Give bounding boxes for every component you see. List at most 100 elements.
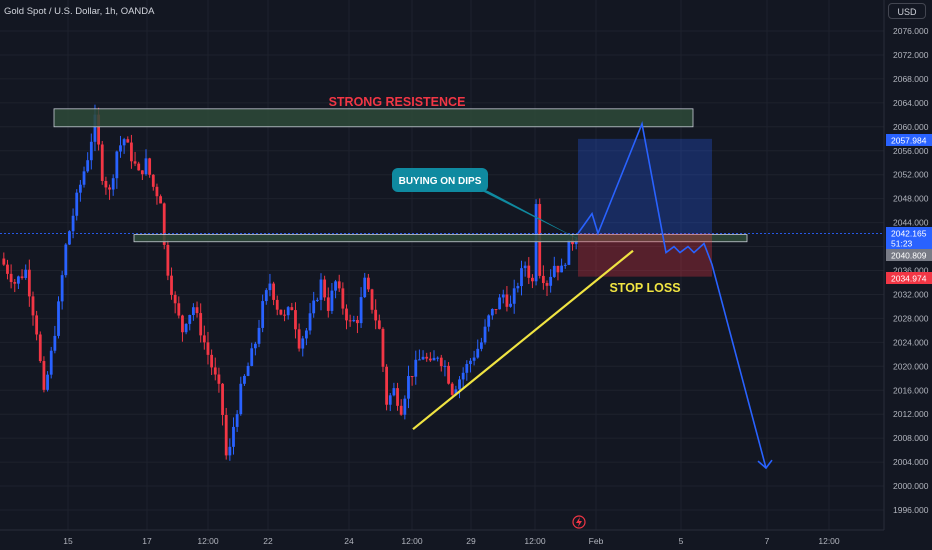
candle-body [403,398,407,415]
candle-body [385,366,389,405]
price-tick-label: 2020.000 [893,361,929,371]
candle-body [439,357,443,367]
candle-body [381,328,385,367]
time-tick-label: 29 [466,536,476,546]
price-tag-box [886,237,932,249]
candle-body [330,290,334,311]
candle-body [556,265,560,273]
candle-body [527,265,531,278]
candle-body [363,277,367,298]
candle-body [432,357,436,361]
candle-body [396,388,399,406]
candle-body [60,275,64,302]
candle-body [418,359,421,361]
candle-body [126,139,130,143]
time-tick-label: 12:00 [197,536,219,546]
candle-body [20,276,24,278]
price-tick-label: 2028.000 [893,313,929,323]
candle-body [46,374,49,390]
candle-body [151,174,155,187]
price-tag-label: 51:23 [891,239,913,249]
resistance-zone [53,108,694,128]
price-tick-label: 2012.000 [893,409,929,419]
time-tick-label: 15 [63,536,73,546]
candle-body [454,389,458,395]
candle-body [388,395,392,405]
price-tick-label: 2016.000 [893,385,929,395]
price-tick-label: 2008.000 [893,433,929,443]
candle-body [6,264,9,274]
candle-body [232,426,235,447]
candle-body [505,294,509,307]
candle-body [312,300,316,314]
projection-arrowhead [757,459,773,470]
price-axis[interactable]: 1996.000 2000.000 2004.000 2008.000 2012.000… [883,0,929,530]
currency-button[interactable]: USD [888,3,926,19]
time-axis[interactable]: 15 17 12:00 22 24 12:00 29 12:00 Feb 5 7 12:00 [0,515,884,546]
price-tag-label: 2057.984 [891,136,927,146]
candle-body [509,303,512,307]
candle-body [71,215,75,232]
candle-body [173,294,177,304]
time-tick-label: 17 [142,536,152,546]
candle-body [155,186,159,197]
candle-body [275,299,279,310]
candle-body [162,203,166,245]
candle-body [348,320,352,322]
candle-body [177,303,181,316]
candle-body [89,141,93,161]
candle-body [86,160,90,172]
candle-body [326,297,330,311]
candle-body [414,359,418,377]
candle-body [246,365,250,376]
candle-body [487,315,491,327]
callout-pointer [470,185,580,240]
candle-body [111,178,115,190]
candle-body [399,405,403,415]
candle-body [534,204,538,282]
candle-body [377,320,381,329]
candle-body [24,269,28,278]
price-tick-label: 2060.000 [893,122,929,132]
candle-body [250,348,254,366]
price-tick-label: 1996.000 [893,505,929,515]
candle-body [490,309,494,316]
candle-body [498,297,502,310]
candle-body [224,414,228,456]
time-tick-label: 24 [344,536,354,546]
price-tick-label: 2024.000 [893,337,929,347]
candle-body [35,315,39,335]
candle-body [202,335,206,343]
price-tag-label: 2040.809 [891,251,927,261]
price-tick-label: 2036.000 [893,266,929,276]
candle-body [450,383,454,395]
candle-body [461,372,465,380]
lightning-icon [572,515,586,529]
candle-body [181,315,184,333]
candle-body [279,309,283,315]
candle-body [64,244,68,276]
candle-body [17,276,20,284]
candle-body [286,307,290,316]
candle-body [458,379,461,390]
price-tag-label: 2034.974 [891,274,927,284]
candle-body [239,383,243,415]
price-tick-label: 2000.000 [893,481,929,491]
candle-body [261,301,265,328]
candle-body [297,329,301,349]
candle-body [494,309,498,311]
candle-body [392,388,396,396]
price-tick-label: 2076.000 [893,26,929,36]
projection-path [577,120,767,469]
support-zone [133,234,748,243]
strong-resistance-label: STRONG RESISTENCE [329,95,466,109]
price-tick-label: 2052.000 [893,170,929,180]
price-tag-label: 2042.165 [891,229,927,239]
candle-body [217,374,221,384]
buying-on-dips-label: BUYING ON DIPS [399,176,482,187]
candle-body [268,283,272,291]
candle-body [560,265,563,273]
price-tick-label: 2004.000 [893,457,929,467]
